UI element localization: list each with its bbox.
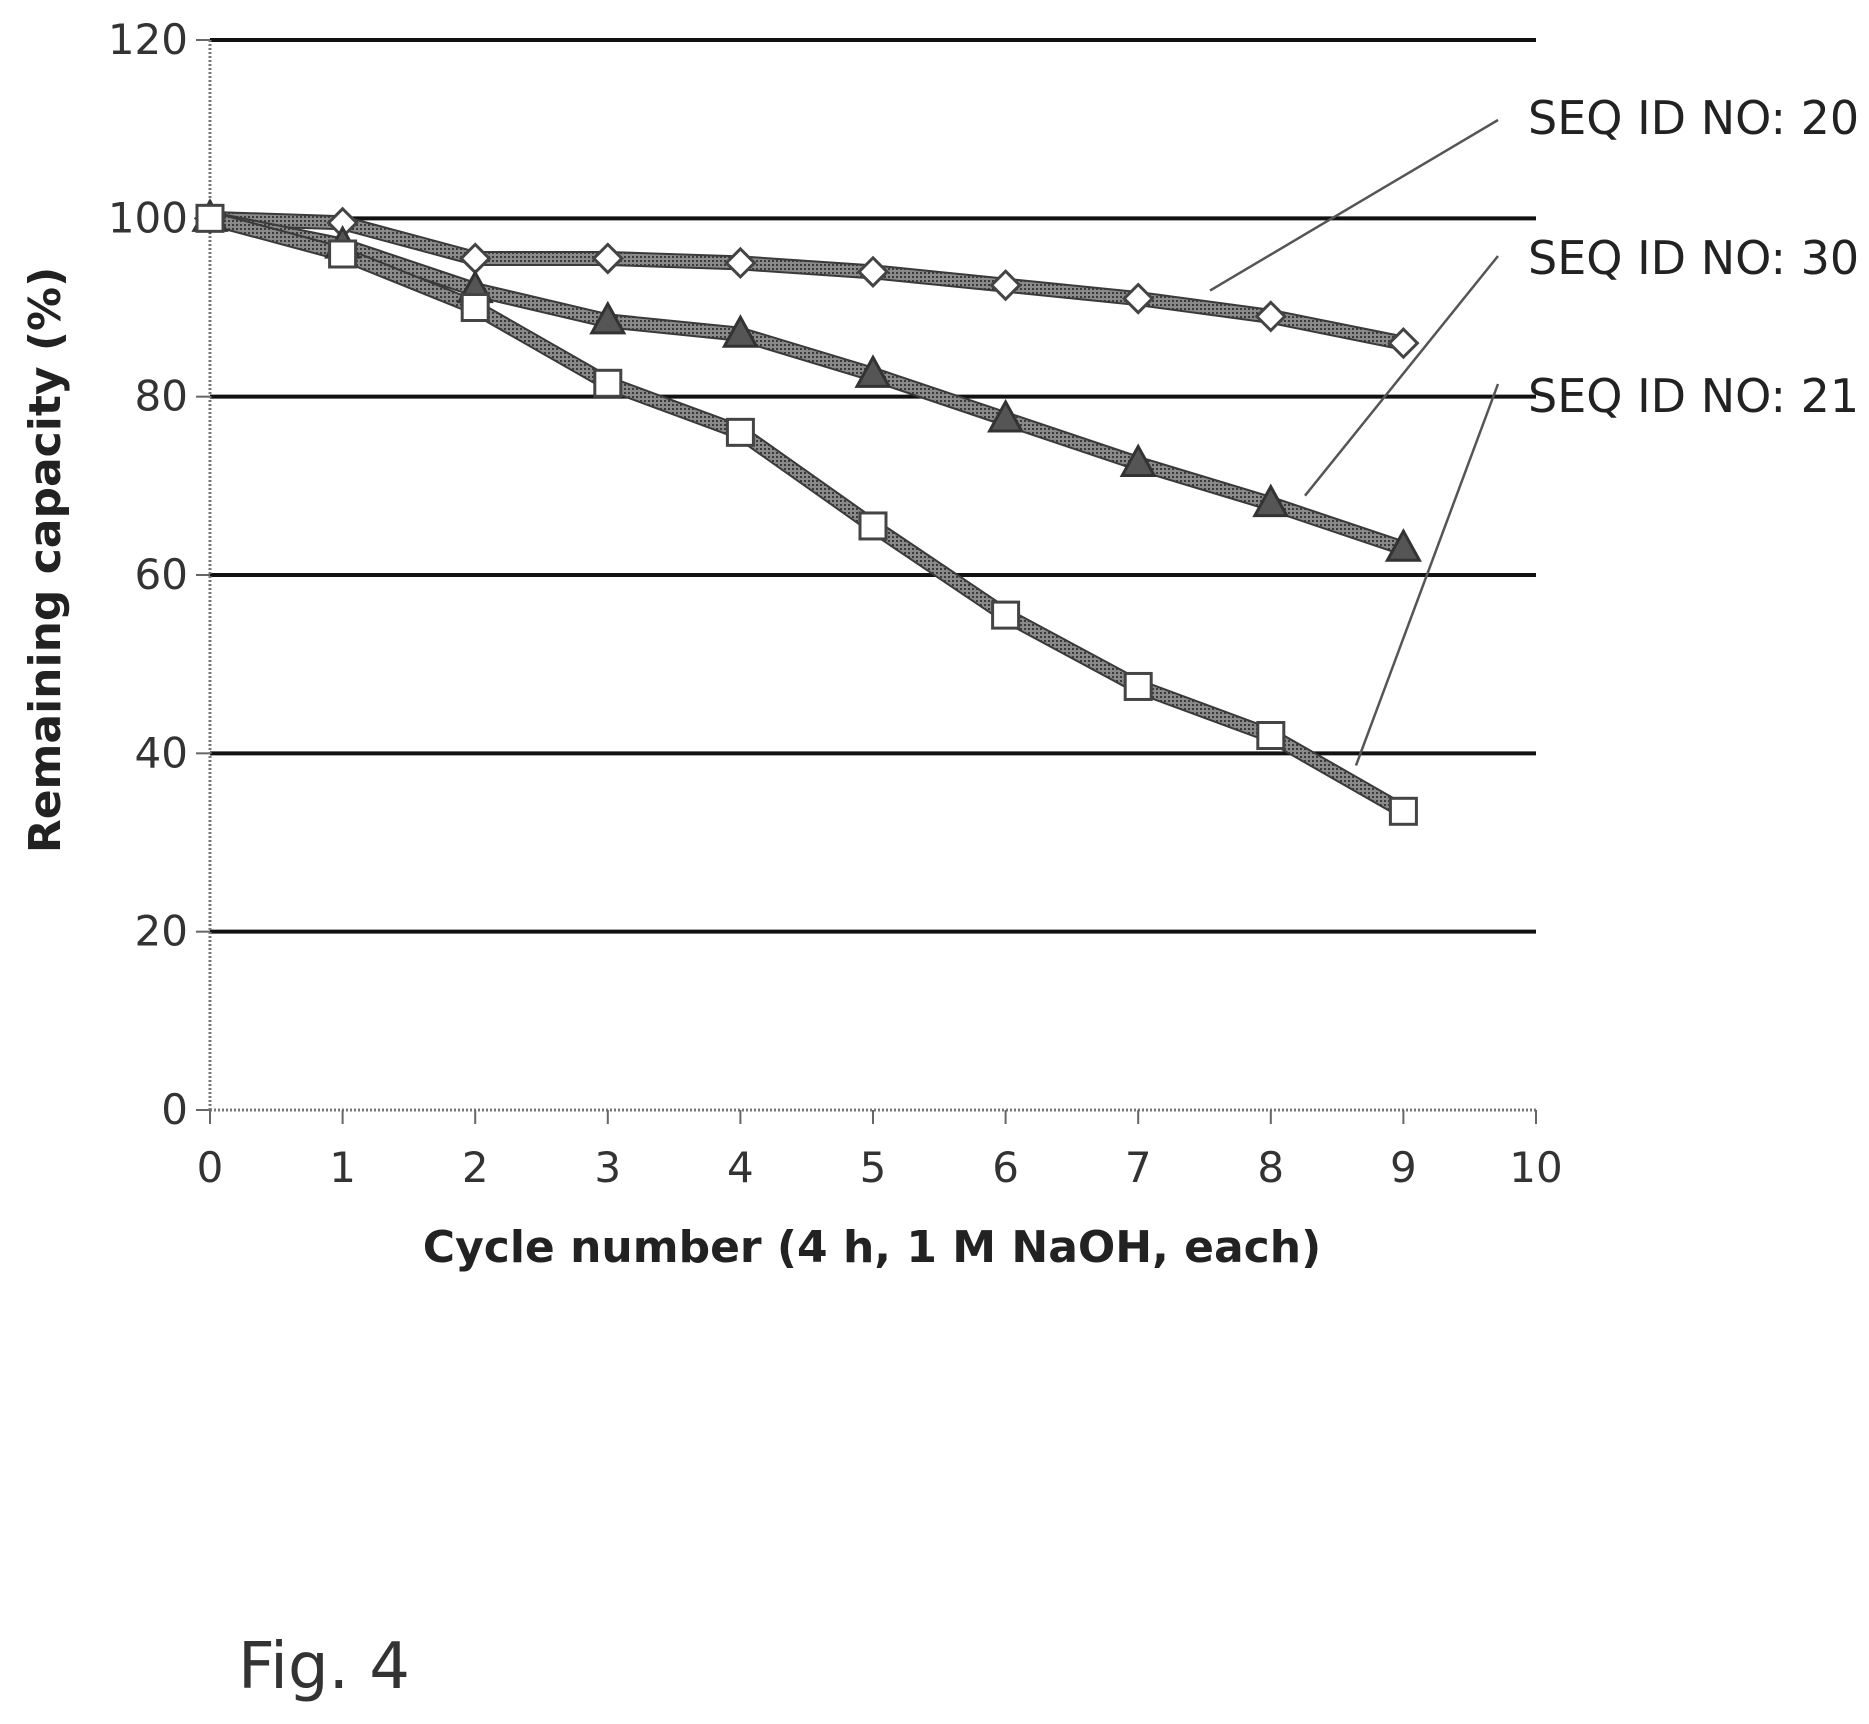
y-tick-label-100: 100 xyxy=(108,193,188,242)
series-lines xyxy=(208,210,1408,818)
point-seq-id-30-6 xyxy=(987,398,1025,433)
figure-label: Fig. 4 xyxy=(238,1630,410,1704)
tick-labels: 0 20 40 60 80 100 120 0 1 2 3 4 5 6 7 8 9 10 xyxy=(108,15,1563,1192)
point-seq-id-20-3 xyxy=(591,242,624,275)
legend-label-seq-id-30: SEQ ID NO: 30 xyxy=(1528,231,1859,285)
point-seq-id-21-1 xyxy=(328,239,358,269)
x-tick-label-2: 2 xyxy=(462,1143,489,1192)
x-tick-label-7: 7 xyxy=(1125,1143,1152,1192)
axes xyxy=(196,39,1537,1124)
x-tick-label-5: 5 xyxy=(860,1143,887,1192)
legend-leader-seq-id-30 xyxy=(1304,255,1499,497)
point-seq-id-30-3 xyxy=(589,300,627,335)
point-seq-id-21-3 xyxy=(593,368,623,398)
point-seq-id-20-4 xyxy=(724,246,757,280)
point-seq-id-21-2 xyxy=(460,293,490,322)
point-seq-id-21-8 xyxy=(1256,721,1286,750)
point-seq-id-20-8 xyxy=(1254,300,1287,333)
point-seq-id-20-7 xyxy=(1122,282,1155,315)
y-tick-label-60: 60 xyxy=(135,550,188,599)
series-markers xyxy=(191,198,1422,826)
legend-label-seq-id-20: SEQ ID NO: 20 xyxy=(1528,91,1859,145)
point-seq-id-21-6 xyxy=(991,600,1021,630)
point-seq-id-20-9 xyxy=(1387,327,1420,360)
legend-label-seq-id-21: SEQ ID NO: 21 xyxy=(1528,369,1859,423)
x-axis-title: Cycle number (4 h, 1 M NaOH, each) xyxy=(423,1222,1321,1273)
x-tick-label-9: 9 xyxy=(1390,1143,1417,1192)
x-tick-label-6: 6 xyxy=(992,1143,1019,1192)
point-seq-id-20-6 xyxy=(989,269,1022,302)
y-axis-title: Remaining capacity (%) xyxy=(20,267,71,853)
y-tick-label-40: 40 xyxy=(135,728,188,777)
point-seq-id-21-7 xyxy=(1123,671,1153,701)
y-tick-label-80: 80 xyxy=(135,372,188,421)
y-tick-label-120: 120 xyxy=(108,15,188,64)
y-tick-label-0: 0 xyxy=(161,1085,188,1134)
point-seq-id-21-0 xyxy=(195,203,225,233)
x-tick-label-3: 3 xyxy=(594,1143,621,1192)
point-seq-id-20-5 xyxy=(856,255,890,288)
point-seq-id-21-5 xyxy=(858,511,888,541)
point-seq-id-30-4 xyxy=(721,314,759,348)
point-seq-id-30-7 xyxy=(1119,443,1157,478)
x-tick-label-4: 4 xyxy=(727,1143,754,1192)
legend: SEQ ID NO: 20 SEQ ID NO: 30 SEQ ID NO: 21 xyxy=(1209,91,1859,766)
x-tick-label-10: 10 xyxy=(1509,1143,1562,1192)
series-line-seq-id-21 xyxy=(208,213,1407,817)
point-seq-id-21-4 xyxy=(725,417,755,447)
x-tick-label-1: 1 xyxy=(329,1143,356,1192)
point-seq-id-21-9 xyxy=(1388,796,1418,826)
point-seq-id-30-9 xyxy=(1384,528,1422,562)
point-seq-id-30-8 xyxy=(1252,483,1290,518)
legend-leader-seq-id-20 xyxy=(1209,118,1499,292)
y-tick-label-20: 20 xyxy=(135,907,188,956)
series-line-seq-id-20 xyxy=(209,212,1405,349)
x-tick-label-0: 0 xyxy=(197,1143,224,1192)
series-line-seq-id-30 xyxy=(208,212,1406,554)
point-seq-id-30-5 xyxy=(854,354,892,388)
x-tick-label-8: 8 xyxy=(1257,1143,1284,1192)
grid xyxy=(210,38,1536,934)
legend-leader-seq-id-21 xyxy=(1354,383,1500,766)
